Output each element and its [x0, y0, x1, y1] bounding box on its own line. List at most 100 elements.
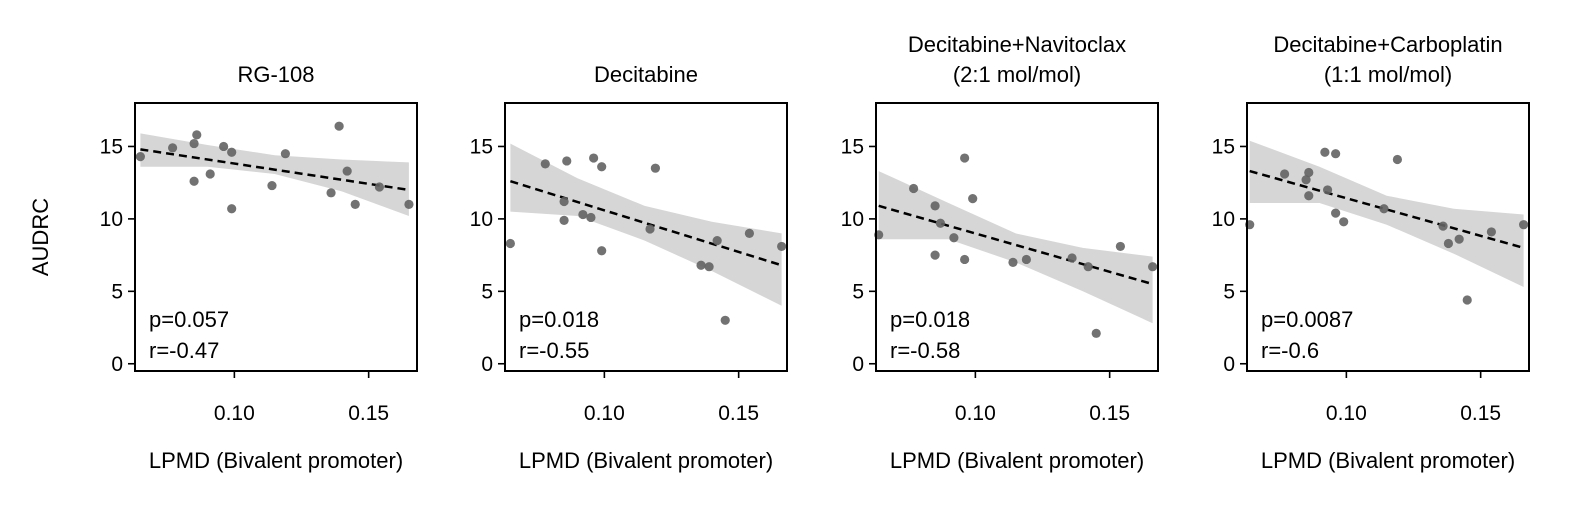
x-tick-label: 0.10 [955, 402, 996, 425]
data-point [342, 166, 352, 176]
data-point [562, 156, 572, 166]
panel-title: RG-108 [237, 62, 314, 87]
data-point [744, 228, 755, 238]
data-point [267, 180, 277, 191]
x-tick-label: 0.15 [718, 402, 759, 425]
x-tick-label: 0.10 [1326, 402, 1367, 425]
x-axis-label: LPMD (Bivalent promoter) [890, 448, 1144, 473]
panel-title: Decitabine+Carboplatin [1273, 32, 1502, 57]
y-tick-label: 5 [111, 280, 123, 303]
data-point [1148, 262, 1158, 272]
panel-title: Decitabine [594, 62, 698, 87]
y-tick-label: 5 [852, 280, 864, 303]
data-point [1008, 257, 1018, 267]
data-point [1443, 238, 1454, 249]
y-tick-label: 5 [481, 280, 493, 303]
x-tick-label: 0.15 [1460, 402, 1501, 425]
x-axis-label: LPMD (Bivalent promoter) [149, 448, 403, 473]
data-point [1339, 217, 1349, 227]
y-tick-label: 10 [100, 208, 123, 231]
data-point [935, 218, 946, 228]
regression-line [1249, 169, 1524, 250]
data-point [1379, 204, 1389, 214]
data-point [589, 153, 599, 163]
data-point [968, 194, 978, 204]
data-point [505, 238, 515, 249]
x-tick-label: 0.15 [348, 402, 389, 425]
y-tick-label: 0 [852, 353, 864, 376]
confidence-band [878, 171, 1153, 324]
data-point [1067, 253, 1077, 263]
data-point [1021, 254, 1031, 265]
panel-4: 0.10 0.15 0 5 10 15 Decitabine+Carboplatin (1:1… [1212, 32, 1530, 473]
data-point [578, 209, 588, 220]
r-value-label: r=-0.6 [1261, 338, 1319, 363]
plot-frame [875, 102, 1159, 372]
y-tick-label: 5 [1223, 280, 1235, 303]
y-tick-label: 15 [100, 135, 123, 158]
data-point [189, 176, 199, 186]
p-value-label: p=0.0087 [1261, 307, 1353, 332]
y-tick-label: 10 [1212, 208, 1235, 231]
data-point [909, 183, 919, 194]
data-point [1115, 241, 1125, 252]
data-point [374, 182, 384, 192]
p-value-label: p=0.018 [890, 307, 970, 332]
confidence-band [140, 133, 409, 216]
x-axis-label: LPMD (Bivalent promoter) [1261, 448, 1515, 473]
data-point [597, 246, 607, 256]
regression-line [140, 148, 410, 192]
y-tick-label: 15 [1212, 135, 1235, 158]
data-point [189, 138, 199, 149]
data-point [559, 215, 569, 225]
y-tick-label: 0 [481, 353, 493, 376]
data-point [949, 233, 959, 243]
data-point [192, 130, 202, 140]
data-point [1486, 227, 1496, 237]
data-point [1392, 154, 1402, 165]
plot-frame [504, 102, 788, 372]
x-tick-label: 0.15 [1089, 402, 1130, 425]
y-tick-label: 10 [841, 208, 864, 231]
data-point [1438, 221, 1448, 231]
p-value-label: p=0.057 [149, 307, 229, 332]
data-point [1320, 147, 1330, 157]
r-value-label: r=-0.47 [149, 338, 219, 363]
data-point [168, 143, 178, 153]
data-point [1083, 262, 1093, 272]
data-point [227, 147, 237, 157]
data-point [930, 201, 940, 211]
plot-frame [134, 102, 418, 372]
panel-2: 0.10 0.15 0 5 10 15 Decitabine LPMD (Bivalent p… [470, 62, 788, 473]
data-point [350, 199, 360, 210]
data-point [1301, 175, 1311, 185]
p-value-label: p=0.018 [519, 307, 599, 332]
data-point [777, 241, 787, 252]
data-point [559, 196, 569, 207]
data-point [205, 169, 215, 179]
data-point [1304, 167, 1314, 178]
x-axis-label: LPMD (Bivalent promoter) [519, 448, 773, 473]
data-point [1331, 208, 1341, 218]
data-point [720, 315, 730, 325]
data-point [704, 262, 714, 272]
data-point [326, 188, 336, 198]
data-point [280, 149, 290, 159]
data-point [227, 204, 237, 214]
x-tick-label: 0.10 [214, 402, 255, 425]
r-value-label: r=-0.58 [890, 338, 960, 363]
data-point [1280, 169, 1290, 179]
regression-line [878, 204, 1153, 286]
y-tick-label: 15 [470, 135, 493, 158]
data-point [645, 224, 655, 234]
data-point [696, 260, 706, 270]
data-point [1519, 220, 1529, 230]
confidence-band [1249, 140, 1524, 287]
data-point [1304, 191, 1314, 201]
y-tick-label: 10 [470, 208, 493, 231]
confidence-band [510, 143, 782, 306]
data-point [960, 254, 970, 265]
data-point [540, 159, 550, 169]
y-axis-label: AUDRC [28, 198, 53, 276]
